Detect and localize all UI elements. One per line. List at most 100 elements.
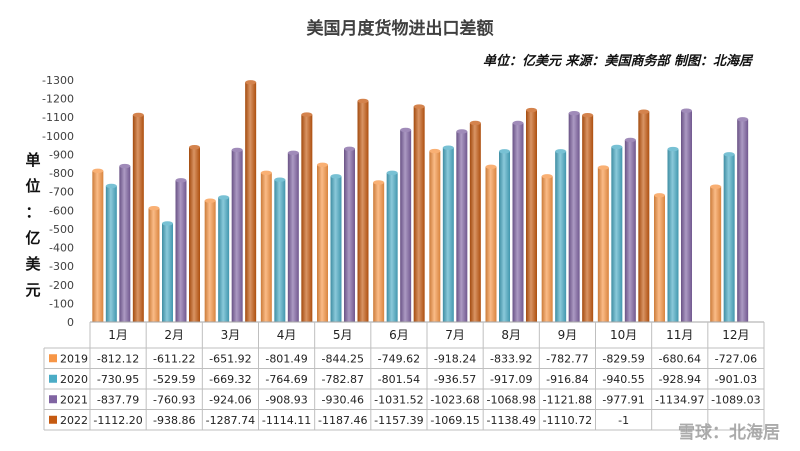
bar-cap-2022: [301, 112, 313, 117]
bar-2021: [344, 148, 355, 322]
bar-2019: [373, 182, 385, 322]
y-tick-label: -700: [49, 186, 74, 199]
x-category-label: 6月: [389, 328, 409, 342]
table-cell: -1023.68: [430, 393, 479, 406]
table-cell: -760.93: [153, 393, 195, 406]
table-cell: -1112.20: [93, 414, 142, 427]
bar-2022: [413, 106, 425, 323]
bar-cap-2021: [624, 137, 636, 143]
legend-swatch-2022: [49, 415, 57, 424]
bar-2020: [218, 197, 230, 322]
bar-2019: [148, 208, 160, 322]
bar-cap-2022: [582, 113, 594, 118]
table-cell: -1187.46: [318, 414, 367, 427]
x-category-label: 9月: [558, 328, 578, 342]
table-cell: -801.54: [378, 373, 420, 386]
bar-2020: [330, 176, 342, 322]
bar-2021: [287, 152, 299, 322]
table-cell: -1114.11: [262, 414, 311, 427]
bar-cap-2020: [330, 174, 342, 179]
bar-2020: [442, 147, 454, 322]
table-cell: -782.77: [546, 352, 588, 365]
bar-2022: [526, 110, 537, 322]
bar-2021: [456, 131, 468, 322]
y-axis-label-char: 位: [25, 177, 41, 195]
bar-cap-2020: [105, 183, 117, 189]
y-tick-label: -1200: [42, 93, 74, 106]
table-cell: -1121.88: [543, 393, 592, 406]
bar-cap-2020: [723, 152, 735, 157]
bar-2019: [204, 200, 216, 322]
bar-cap-2021: [175, 178, 187, 183]
x-category-label: 12月: [722, 328, 749, 342]
bar-2019: [597, 167, 609, 322]
bar-cap-2019: [373, 180, 385, 185]
bar-cap-2019: [654, 193, 665, 198]
y-axis-label-char: 元: [25, 281, 41, 299]
bar-cap-2021: [231, 147, 243, 153]
bar-cap-2020: [442, 145, 454, 150]
y-tick-label: -200: [49, 279, 74, 292]
bar-2021: [231, 149, 243, 322]
table-cell: -829.59: [602, 352, 644, 365]
bar-2022: [132, 114, 144, 323]
table-cell: -764.69: [265, 373, 307, 386]
table-cell: -916.84: [546, 373, 588, 386]
table-cell: -833.92: [490, 352, 532, 365]
bar-2019: [654, 195, 665, 322]
bar-cap-2022: [245, 80, 257, 85]
table-cell: -1110.72: [543, 414, 592, 427]
bar-cap-2022: [357, 98, 369, 104]
bar-2022: [301, 114, 313, 322]
bar-2021: [624, 139, 636, 322]
table-cell: -1138.49: [487, 414, 536, 427]
bar-cap-2022: [413, 104, 425, 109]
bar-cap-2019: [710, 184, 722, 189]
bar-2021: [400, 129, 412, 322]
bar-2022: [189, 147, 200, 322]
y-tick-label: 0: [67, 316, 74, 329]
bar-cap-2021: [568, 110, 580, 116]
bar-2021: [119, 166, 131, 322]
table-cell: -730.95: [97, 373, 139, 386]
bar-cap-2020: [611, 144, 623, 150]
table-cell: -938.86: [153, 414, 195, 427]
bar-cap-2021: [287, 150, 299, 155]
bar-cap-2021: [400, 127, 412, 133]
bar-cap-2019: [317, 162, 328, 168]
y-tick-label: -500: [49, 223, 74, 236]
y-tick-label: -400: [49, 242, 74, 255]
bar-2022: [638, 111, 650, 323]
bar-2020: [723, 154, 735, 322]
x-category-label: 4月: [277, 328, 297, 342]
y-tick-label: -800: [49, 167, 74, 180]
table-cell: -1157.39: [374, 414, 423, 427]
bar-2021: [175, 180, 187, 322]
table-cell: -1134.97: [655, 393, 704, 406]
x-category-label: 8月: [501, 328, 521, 342]
bar-cap-2019: [597, 165, 609, 170]
legend-label-2022: 2022: [60, 414, 88, 427]
bar-cap-2020: [667, 146, 679, 152]
table-cell: -727.06: [715, 352, 757, 365]
bar-cap-2020: [274, 177, 286, 182]
bar-2019: [710, 186, 722, 322]
table-cell: -844.25: [322, 352, 364, 365]
legend-label-2021: 2021: [60, 393, 88, 406]
legend-swatch-2021: [49, 395, 57, 404]
watermark: 雪球：北海居: [678, 423, 780, 443]
table-cell: -901.03: [715, 373, 757, 386]
table-cell: -669.32: [209, 373, 251, 386]
bar-cap-2019: [485, 164, 497, 169]
bar-2019: [485, 166, 497, 322]
table-cell: -749.62: [378, 352, 420, 365]
y-tick-label: -1000: [42, 130, 74, 143]
table-cell: -1: [618, 414, 629, 427]
table-cell: -1089.03: [711, 393, 760, 406]
bar-2020: [555, 151, 567, 322]
bar-2022: [582, 115, 594, 322]
table-cell: -917.09: [490, 373, 532, 386]
table-cell: -812.12: [97, 352, 139, 365]
bar-2020: [499, 151, 510, 322]
bar-2020: [611, 146, 623, 322]
